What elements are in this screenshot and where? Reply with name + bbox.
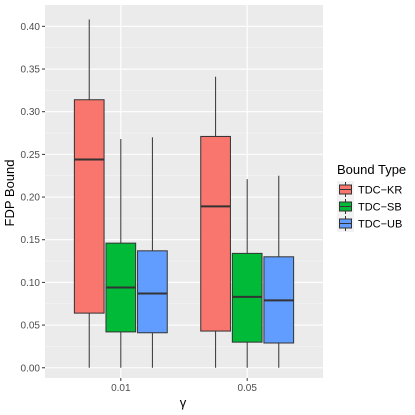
iqr-box (73, 99, 105, 314)
y-tick-label: 0.10 (21, 278, 41, 289)
legend-key-tdcsb (337, 198, 354, 215)
y-axis-title: FDP Bound (2, 160, 17, 227)
x-tick-label: 0.01 (111, 383, 131, 394)
legend-label: TDC−KR (358, 185, 402, 197)
iqr-box (137, 250, 168, 334)
box-tdcub-0.05 (263, 175, 295, 368)
y-tick-label: 0.35 (21, 65, 41, 76)
y-tick-label: 0.05 (21, 321, 41, 332)
y-axis-ticks: 0.00 0.05 0.10 0.15 0.20 0.25 0.30 0.35 0.40 (21, 22, 45, 374)
legend-key-tdckr (337, 181, 354, 198)
x-axis-ticks: 0.01 0.05 (111, 378, 257, 394)
y-tick-label: 0.40 (21, 22, 41, 33)
box-tdcsb-0.01 (105, 139, 137, 368)
y-tick-label: 0.25 (21, 150, 41, 161)
legend-label: TDC−UB (358, 219, 402, 231)
y-tick-label: 0.15 (21, 235, 41, 246)
box-series (73, 19, 295, 368)
box-tdcsb-0.05 (231, 179, 263, 368)
x-axis-title: γ (180, 395, 187, 410)
y-tick-label: 0.20 (21, 193, 41, 204)
legend-key-tdcub (337, 215, 354, 232)
box-tdckr-0.01 (73, 19, 105, 368)
legend-label: TDC−SB (358, 202, 402, 214)
x-tick-label: 0.05 (237, 383, 257, 394)
box-tdcub-0.01 (137, 137, 168, 368)
legend-title: Bound Type (337, 162, 406, 177)
box-tdckr-0.05 (200, 76, 231, 368)
y-tick-label: 0.30 (21, 107, 41, 118)
legend: Bound Type TDC−KR TDC−SB TDC−UB (337, 162, 406, 232)
y-tick-label: 0.00 (21, 363, 41, 374)
iqr-box (200, 135, 231, 332)
